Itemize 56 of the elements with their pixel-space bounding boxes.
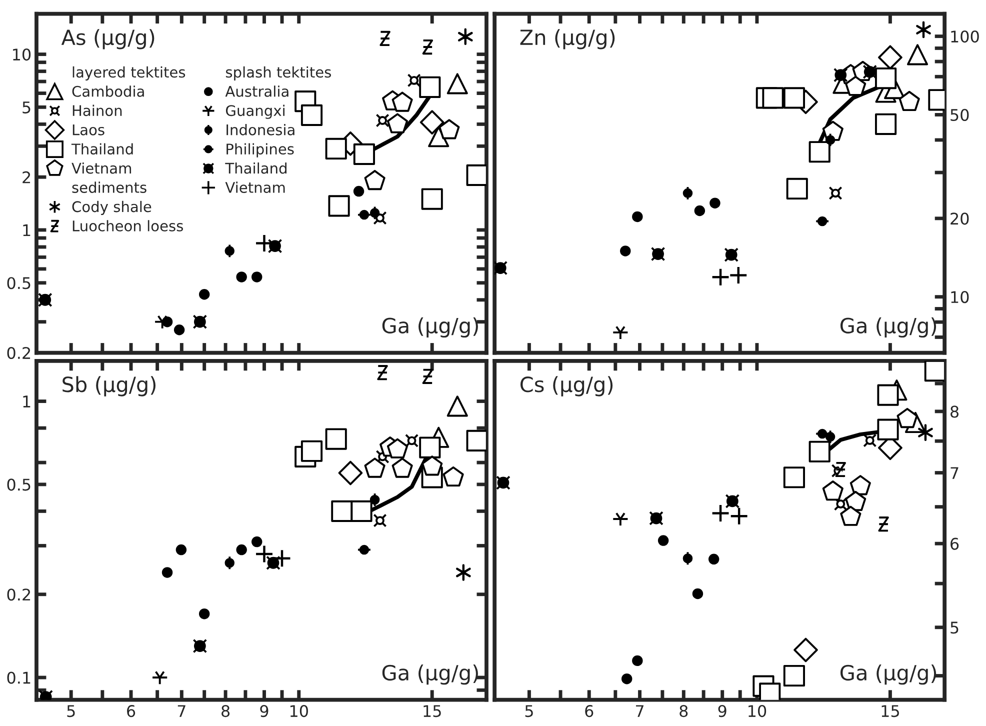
x-axis-title: Ga (μg/g) xyxy=(382,664,478,685)
annotation: splash tektites xyxy=(226,66,331,80)
y-tick-label: 0.5 xyxy=(7,277,30,290)
legend-label: Guangxi xyxy=(226,104,284,119)
x-tick-label: 5 xyxy=(525,705,533,718)
y-tick-label: 1 xyxy=(23,224,30,236)
legend-label: Laos xyxy=(72,124,104,136)
x-tick-label: 10 xyxy=(748,705,766,718)
legend-label: Indonesia xyxy=(226,124,294,136)
y-axis-title: Zn (μg/g) xyxy=(520,29,615,50)
x-tick-label: 6 xyxy=(127,705,136,718)
legend-label: Vietnam xyxy=(72,162,132,174)
legend-label: Cody shale xyxy=(72,200,152,216)
x-tick-label: 9 xyxy=(260,705,268,718)
legend-label: Vietnam xyxy=(225,182,285,193)
y-tick-label: 50 xyxy=(950,108,969,122)
y-tick-label: 2 xyxy=(22,171,30,184)
y-tick-label: 8 xyxy=(950,406,959,418)
x-axis-title: Ga (μg/g) xyxy=(840,664,936,685)
annotation: layered tektites xyxy=(72,66,186,80)
y-tick-label: 7 xyxy=(950,467,958,479)
y-tick-label: 0.5 xyxy=(7,478,30,491)
legend-label: Luocheon loess xyxy=(72,220,183,232)
x-tick-label: 7 xyxy=(178,705,186,717)
y-tick-label: 0.1 xyxy=(7,672,30,684)
y-tick-label: 5 xyxy=(22,102,30,114)
y-axis-title: As (μg/g) xyxy=(61,29,154,50)
y-tick-label: 10 xyxy=(951,291,969,304)
x-tick-label: 9 xyxy=(718,705,726,718)
legend-label: Philipines xyxy=(226,143,294,158)
legend-label: Thailand xyxy=(71,143,133,155)
y-tick-label: 10 xyxy=(13,48,31,61)
x-tick-label: 15 xyxy=(424,705,441,718)
y-tick-label: 100 xyxy=(951,30,979,43)
x-tick-label: 8 xyxy=(680,705,688,718)
x-tick-label: 7 xyxy=(636,705,644,717)
y-tick-label: 6 xyxy=(950,538,959,550)
x-axis-title: Ga (μg/g) xyxy=(840,317,936,338)
y-axis-title: Sb (μg/g) xyxy=(62,376,156,396)
y-axis-title: Cs (μg/g) xyxy=(520,376,613,396)
legend-label: Cambodia xyxy=(72,86,144,97)
y-tick-label: 0.2 xyxy=(7,588,30,601)
x-tick-label: 10 xyxy=(290,705,308,718)
y-tick-label: 20 xyxy=(950,212,969,225)
legend-label: Thailand xyxy=(225,162,286,174)
x-tick-label: 5 xyxy=(67,705,75,718)
legend-label: Hainon xyxy=(72,104,122,116)
y-tick-label: 0.2 xyxy=(7,346,30,360)
x-tick-label: 15 xyxy=(882,705,899,718)
annotation: sediments xyxy=(72,182,146,193)
y-tick-label: 5 xyxy=(950,622,958,634)
y-tick-label: 1 xyxy=(23,396,30,408)
x-tick-label: 6 xyxy=(585,705,594,718)
legend-label: Australia xyxy=(225,86,288,97)
x-tick-label: 8 xyxy=(222,705,230,718)
x-axis-title: Ga (μg/g) xyxy=(382,317,478,338)
